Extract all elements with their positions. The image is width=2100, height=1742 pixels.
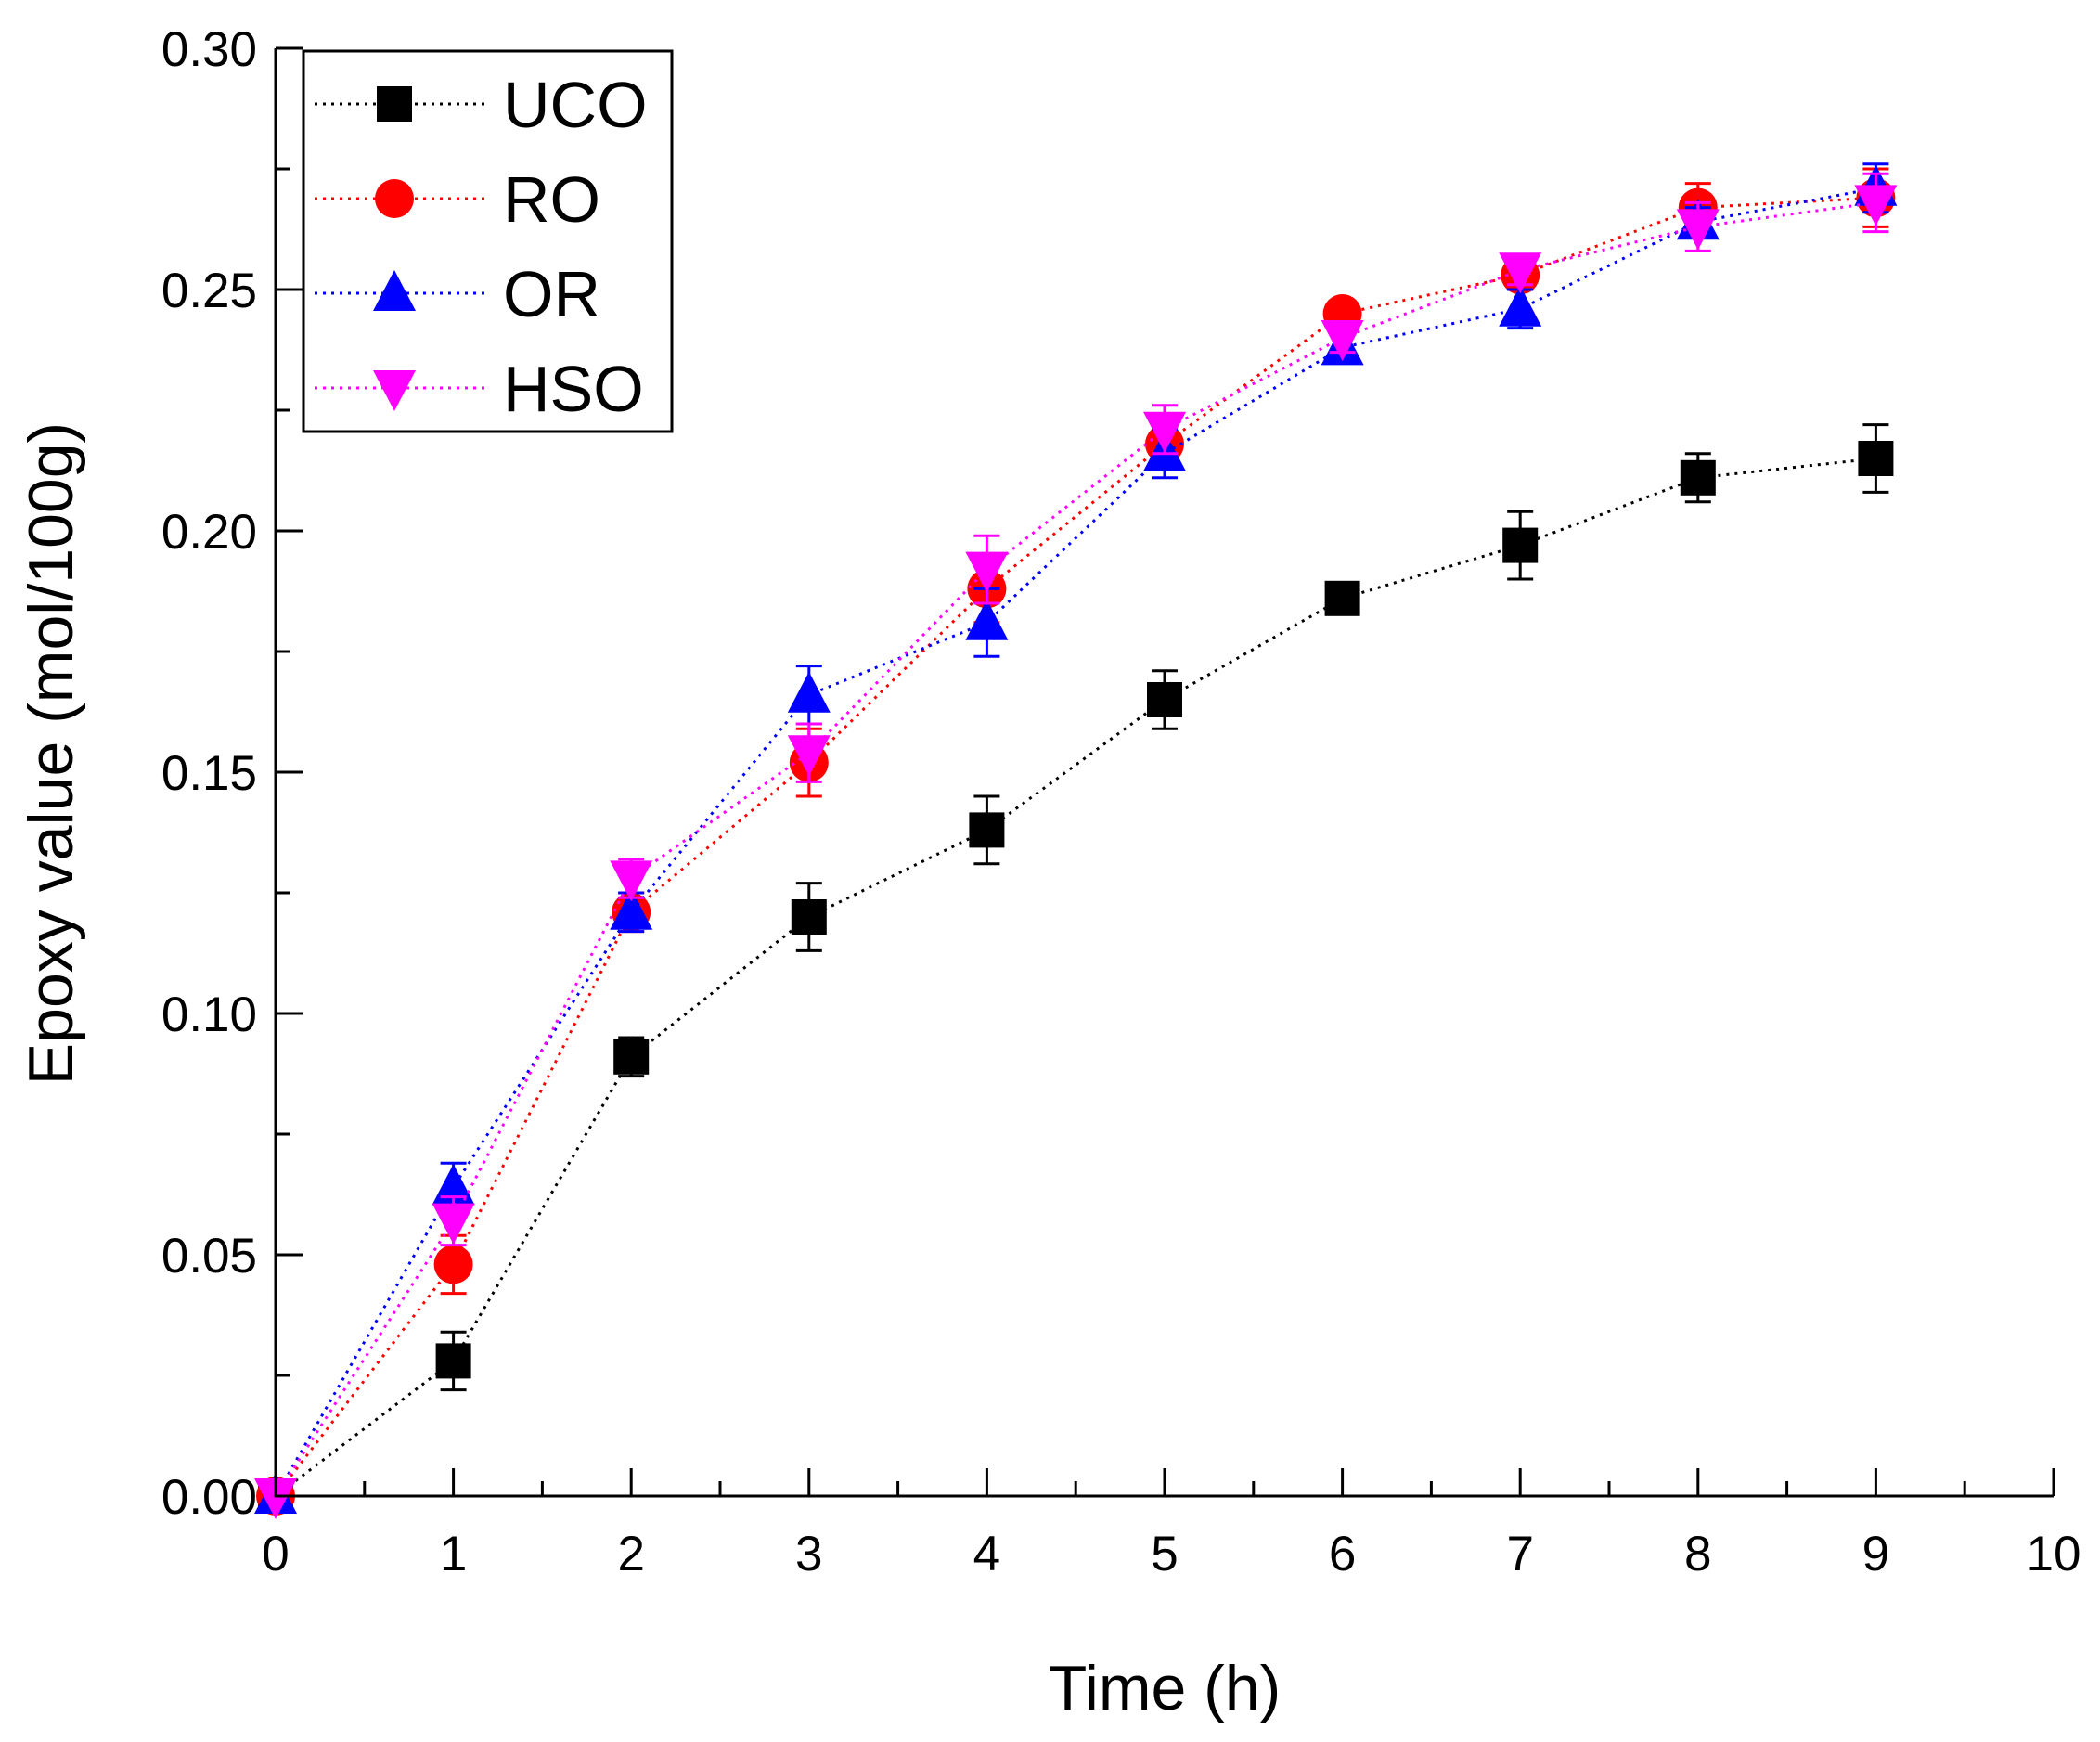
data-point xyxy=(787,735,831,777)
y-tick-label: 0.10 xyxy=(161,987,257,1042)
x-tick-label: 3 xyxy=(795,1527,822,1581)
data-point xyxy=(432,1164,475,1206)
x-tick-label: 9 xyxy=(1862,1527,1889,1581)
axes-layer: 0 1 2 3 4 5 6 7 8 9 10 0.00 0.05 0.10 0.15 0.20 0.25 0.30 xyxy=(161,22,2081,1581)
data-point xyxy=(1499,252,1542,294)
data-point xyxy=(254,1478,297,1519)
x-tick-label: 10 xyxy=(2027,1527,2081,1581)
y-axis-title: Epoxy value (mol/100g) xyxy=(16,422,86,1085)
y-tick-label: 0.05 xyxy=(161,1229,257,1284)
data-point xyxy=(432,1203,475,1245)
legend-frame xyxy=(302,49,674,433)
x-tick-label: 0 xyxy=(262,1527,289,1581)
x-axis-title: Time (h) xyxy=(1049,1653,1282,1723)
legend-item-uco: UCO xyxy=(315,69,648,141)
x-tick-label: 4 xyxy=(973,1527,1000,1581)
legend-marker xyxy=(377,86,412,122)
legend-label: UCO xyxy=(503,69,648,141)
x-tick-label: 2 xyxy=(617,1527,644,1581)
legend-item-ro: RO xyxy=(315,163,600,236)
data-point xyxy=(969,812,1005,848)
legend-marker xyxy=(373,370,416,411)
data-point xyxy=(433,1245,473,1284)
y-tick-label: 0.20 xyxy=(161,505,257,560)
data-point xyxy=(1147,682,1182,717)
x-tick-label: 6 xyxy=(1329,1527,1356,1581)
data-point xyxy=(1858,441,1894,476)
y-tick-label: 0.25 xyxy=(161,264,257,318)
x-tick-label: 1 xyxy=(440,1527,467,1581)
data-point xyxy=(1680,459,1716,496)
x-tick-label: 7 xyxy=(1506,1527,1533,1581)
data-point xyxy=(1502,527,1539,563)
data-point xyxy=(1854,185,1898,226)
legend-label: OR xyxy=(503,258,600,330)
y-tick-label: 0.15 xyxy=(161,746,257,801)
series-hso xyxy=(254,172,1898,1519)
x-tick-label: 8 xyxy=(1684,1527,1711,1581)
legend-label: RO xyxy=(503,163,600,236)
data-point xyxy=(1324,580,1360,616)
legend-item-hso: HSO xyxy=(315,353,644,425)
data-point xyxy=(965,551,1009,593)
data-point xyxy=(1143,411,1186,453)
series-layer xyxy=(254,162,1898,1519)
legend-label: HSO xyxy=(503,353,644,425)
legend-marker xyxy=(375,179,414,218)
series-line-hso xyxy=(274,200,1876,1497)
legend-item-or: OR xyxy=(315,258,600,330)
data-point xyxy=(610,860,653,902)
data-point xyxy=(613,1039,650,1075)
data-point xyxy=(787,671,831,713)
x-tick-label: 5 xyxy=(1151,1527,1178,1581)
data-point xyxy=(965,599,1009,640)
series-line-uco xyxy=(275,457,1876,1498)
data-point xyxy=(610,888,653,930)
legend-marker xyxy=(373,270,416,311)
series-uco xyxy=(258,423,1894,1514)
data-point xyxy=(1676,209,1720,251)
data-point xyxy=(435,1343,471,1379)
data-point xyxy=(791,899,827,935)
data-point xyxy=(1499,285,1542,327)
y-tick-label: 0.30 xyxy=(161,22,257,77)
legend: UCO RO OR HSO xyxy=(302,49,674,433)
y-tick-label: 0.00 xyxy=(161,1470,257,1525)
data-point xyxy=(1321,320,1364,361)
